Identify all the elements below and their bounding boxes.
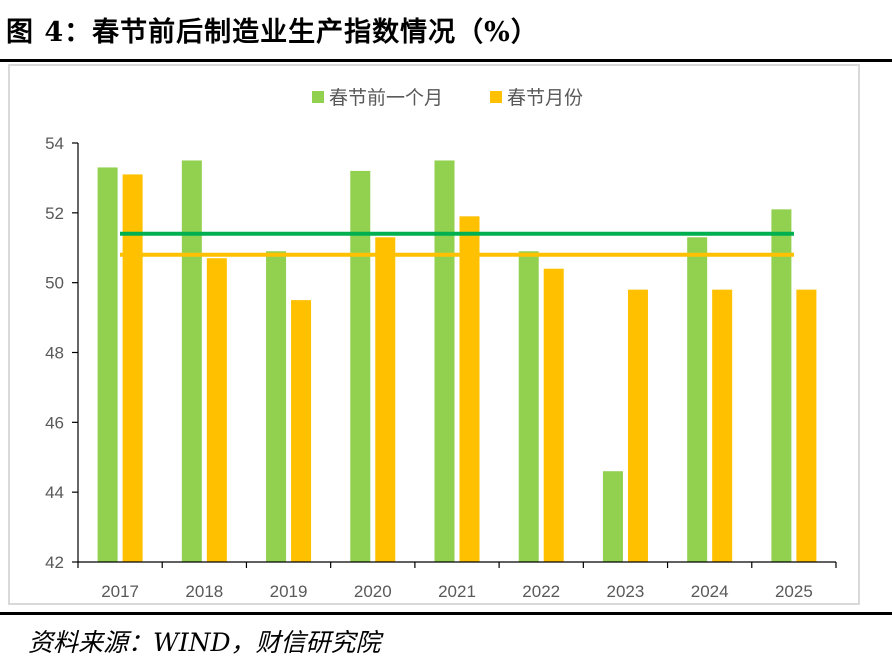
x-tick-label-2017: 2017	[101, 582, 139, 601]
bar-pre-month-2017	[97, 167, 118, 563]
bar-festival-month-2019	[291, 300, 312, 562]
bar-pre-month-2023	[602, 471, 623, 562]
bar-festival-month-2017	[122, 174, 143, 563]
bar-pre-month-2021	[434, 160, 455, 563]
y-tick-label-44: 44	[45, 483, 64, 502]
bar-festival-month-2022	[543, 268, 564, 562]
chart-frame	[8, 64, 860, 605]
bar-pre-month-2022	[518, 251, 539, 562]
x-tick-label-2021: 2021	[438, 582, 476, 601]
reference-lines	[120, 231, 794, 257]
legend: 春节前一个月 春节月份	[312, 87, 583, 109]
y-tick-label-50: 50	[45, 274, 64, 293]
legend-label-1: 春节前一个月	[329, 87, 443, 109]
bar-pre-month-2018	[181, 160, 202, 563]
bar-pre-month-2019	[266, 251, 287, 562]
x-tick-label-2019: 2019	[270, 582, 308, 601]
legend-label-2: 春节月份	[507, 87, 583, 109]
x-tick-label-2018: 2018	[185, 582, 223, 601]
bar-festival-month-2023	[627, 289, 648, 562]
x-tick-label-2024: 2024	[691, 582, 729, 601]
bar-pre-month-2025	[771, 209, 792, 562]
legend-swatch-2	[490, 91, 502, 103]
bar-festival-month-2021	[459, 216, 480, 562]
y-tick-label-48: 48	[45, 344, 64, 363]
y-tick-label-54: 54	[45, 134, 64, 153]
x-tick-label-2022: 2022	[522, 582, 560, 601]
y-tick-label-46: 46	[45, 413, 64, 432]
axes: 42 44 46 48 50 52 54 2017 2018 2019 2020 2021 2022 20…	[45, 134, 837, 601]
figure-title: 图 4：春节前后制造业生产指数情况（%）	[6, 17, 539, 48]
y-tick-label-42: 42	[45, 553, 64, 572]
bottom-rule	[0, 612, 892, 615]
bars	[97, 160, 817, 563]
x-tick-label-2023: 2023	[607, 582, 645, 601]
y-tick-label-52: 52	[45, 204, 64, 223]
bar-pre-month-2020	[350, 170, 371, 562]
bar-festival-month-2018	[206, 258, 227, 562]
bar-festival-month-2020	[375, 237, 396, 562]
bar-festival-month-2025	[796, 289, 817, 562]
legend-swatch-1	[312, 91, 324, 103]
bar-festival-month-2024	[712, 289, 733, 562]
x-tick-label-2025: 2025	[775, 582, 813, 601]
source-note: 资料来源：WIND，财信研究院	[28, 628, 381, 657]
x-tick-label-2020: 2020	[354, 582, 392, 601]
bar-pre-month-2024	[687, 237, 708, 562]
top-rule	[0, 59, 892, 62]
